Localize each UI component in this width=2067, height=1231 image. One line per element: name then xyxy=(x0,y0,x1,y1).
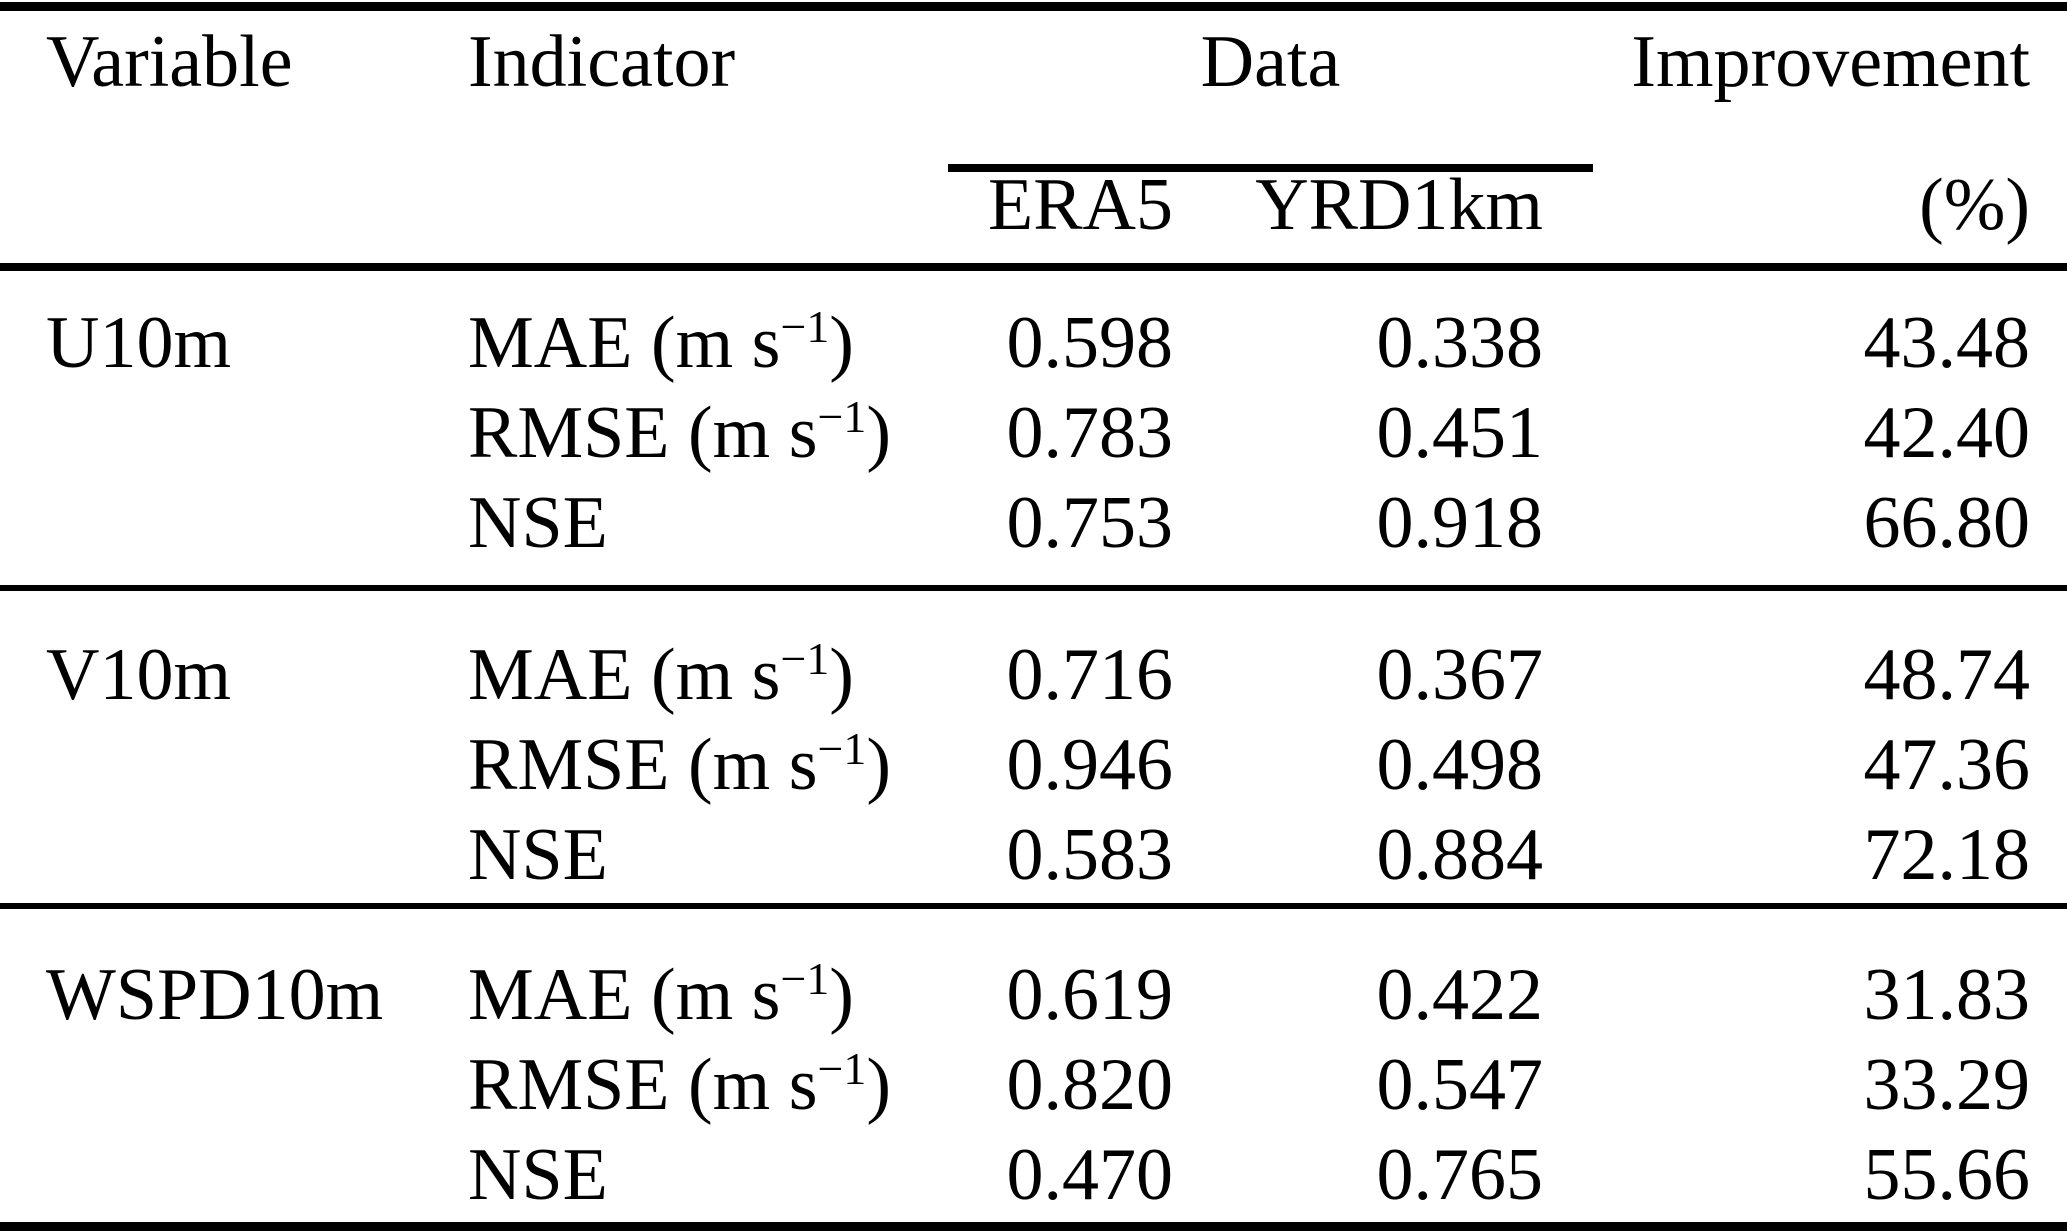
header-improvement: Improvement xyxy=(1631,21,2030,103)
yrd1km-value-cell: 0.451 xyxy=(1376,392,1544,474)
table-row: RMSE (m s−1) 0.946 0.498 47.36 xyxy=(46,720,2030,810)
indicator-unit-open: (m s xyxy=(669,1044,818,1126)
indicator-cell: NSE xyxy=(468,486,948,560)
table-row: V10m MAE (m s−1) 0.716 0.367 48.74 xyxy=(46,630,2030,720)
indicator-unit-exponent: −1 xyxy=(780,952,830,1004)
table-header-row-2: ERA5 YRD1km (%) xyxy=(46,160,2030,250)
table-row: NSE 0.470 0.765 55.66 xyxy=(46,1130,2030,1220)
yrd1km-value-cell: 0.765 xyxy=(1376,1134,1544,1216)
table-group-divider-1 xyxy=(0,585,2067,591)
indicator-cell: RMSE (m s−1) xyxy=(468,393,948,470)
indicator-unit-close: ) xyxy=(829,634,854,716)
yrd1km-value-cell: 0.422 xyxy=(1376,954,1544,1036)
variable-cell: WSPD10m xyxy=(46,954,384,1036)
era5-value-cell: 0.946 xyxy=(1006,724,1174,806)
indicator-unit-close: ) xyxy=(829,302,854,384)
improvement-value-cell: 31.83 xyxy=(1863,954,2031,1036)
indicator-name: RMSE xyxy=(468,392,670,474)
header-era5: ERA5 xyxy=(988,164,1173,246)
table-header-row-1: Variable Indicator Improvement xyxy=(46,17,2030,107)
improvement-value-cell: 55.66 xyxy=(1863,1134,2031,1216)
indicator-unit-close: ) xyxy=(829,954,854,1036)
era5-value-cell: 0.753 xyxy=(1006,482,1174,564)
yrd1km-value-cell: 0.884 xyxy=(1376,814,1544,896)
yrd1km-value-cell: 0.367 xyxy=(1376,634,1544,716)
era5-value-cell: 0.783 xyxy=(1006,392,1174,474)
table-group-divider-2 xyxy=(0,903,2067,909)
table-row: RMSE (m s−1) 0.783 0.451 42.40 xyxy=(46,388,2030,478)
table-row: WSPD10m MAE (m s−1) 0.619 0.422 31.83 xyxy=(46,950,2030,1040)
era5-value-cell: 0.470 xyxy=(1006,1134,1174,1216)
indicator-name: NSE xyxy=(468,482,608,564)
indicator-unit-close: ) xyxy=(866,724,891,806)
indicator-cell: RMSE (m s−1) xyxy=(468,725,948,802)
variable-cell: V10m xyxy=(46,634,231,716)
indicator-unit-open: (m s xyxy=(632,634,781,716)
indicator-name: MAE xyxy=(468,634,633,716)
era5-value-cell: 0.716 xyxy=(1006,634,1174,716)
indicator-name: RMSE xyxy=(468,1044,670,1126)
indicator-unit-exponent: −1 xyxy=(817,722,867,774)
indicator-unit-close: ) xyxy=(866,392,891,474)
improvement-value-cell: 48.74 xyxy=(1863,634,2031,716)
indicator-unit-exponent: −1 xyxy=(817,390,867,442)
improvement-value-cell: 47.36 xyxy=(1863,724,2031,806)
header-yrd1km: YRD1km xyxy=(1255,164,1543,246)
indicator-unit-exponent: −1 xyxy=(817,1042,867,1094)
yrd1km-value-cell: 0.338 xyxy=(1376,302,1544,384)
era5-value-cell: 0.598 xyxy=(1006,302,1174,384)
indicator-cell: NSE xyxy=(468,818,948,892)
indicator-name: NSE xyxy=(468,1134,608,1216)
data-column-group-rule xyxy=(948,164,1593,172)
table-row: NSE 0.583 0.884 72.18 xyxy=(46,810,2030,900)
variable-cell: U10m xyxy=(46,302,231,384)
yrd1km-value-cell: 0.918 xyxy=(1376,482,1544,564)
improvement-value-cell: 72.18 xyxy=(1863,814,2031,896)
indicator-cell: MAE (m s−1) xyxy=(468,635,948,712)
indicator-cell: RMSE (m s−1) xyxy=(468,1045,948,1122)
indicator-unit-open: (m s xyxy=(632,302,781,384)
table-row: RMSE (m s−1) 0.820 0.547 33.29 xyxy=(46,1040,2030,1130)
table-row: U10m MAE (m s−1) 0.598 0.338 43.48 xyxy=(46,298,2030,388)
yrd1km-value-cell: 0.547 xyxy=(1376,1044,1544,1126)
indicator-cell: NSE xyxy=(468,1138,948,1212)
indicator-name: NSE xyxy=(468,814,608,896)
improvement-value-cell: 33.29 xyxy=(1863,1044,2031,1126)
improvement-value-cell: 43.48 xyxy=(1863,302,2031,384)
indicator-name: MAE xyxy=(468,302,633,384)
header-indicator: Indicator xyxy=(468,21,736,103)
indicator-unit-exponent: −1 xyxy=(780,300,830,352)
table-top-rule xyxy=(0,2,2067,11)
indicator-name: MAE xyxy=(468,954,633,1036)
header-variable: Variable xyxy=(46,21,293,103)
improvement-value-cell: 42.40 xyxy=(1863,392,2031,474)
indicator-cell: MAE (m s−1) xyxy=(468,303,948,380)
era5-value-cell: 0.820 xyxy=(1006,1044,1174,1126)
indicator-unit-exponent: −1 xyxy=(780,632,830,684)
indicator-cell: MAE (m s−1) xyxy=(468,955,948,1032)
era5-value-cell: 0.619 xyxy=(1006,954,1174,1036)
indicator-unit-open: (m s xyxy=(632,954,781,1036)
table-row: NSE 0.753 0.918 66.80 xyxy=(46,478,2030,568)
indicator-unit-open: (m s xyxy=(669,724,818,806)
improvement-value-cell: 66.80 xyxy=(1863,482,2031,564)
indicator-unit-close: ) xyxy=(866,1044,891,1126)
table-bottom-rule xyxy=(0,1222,2067,1231)
table-header-rule xyxy=(0,263,2067,271)
indicator-name: RMSE xyxy=(468,724,670,806)
era5-value-cell: 0.583 xyxy=(1006,814,1174,896)
indicator-unit-open: (m s xyxy=(669,392,818,474)
header-improvement-unit: (%) xyxy=(1919,164,2030,246)
yrd1km-value-cell: 0.498 xyxy=(1376,724,1544,806)
header-data-group: Data xyxy=(1200,21,1341,103)
